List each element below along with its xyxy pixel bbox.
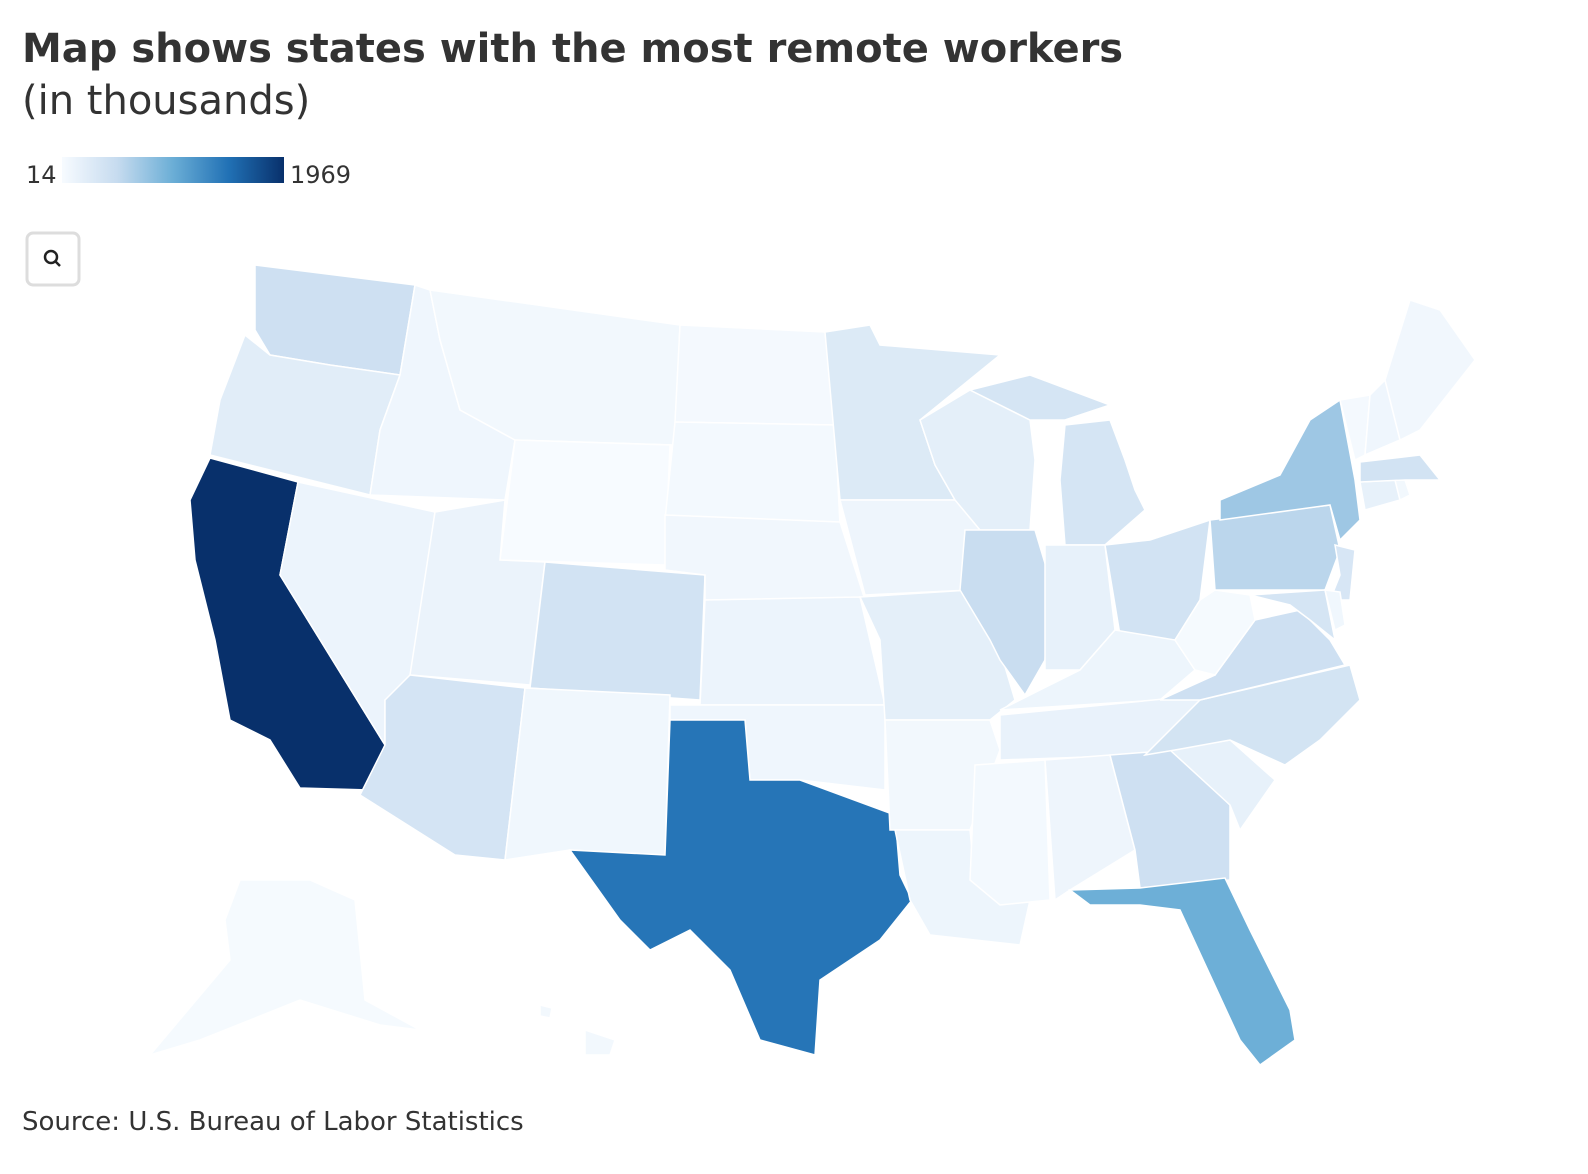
state xyxy=(894,829,1031,946)
chart-title: Map shows states with the most remote wo… xyxy=(22,26,1123,72)
legend-min: 14 xyxy=(26,161,57,189)
state xyxy=(568,719,913,1056)
state xyxy=(969,759,1051,906)
state xyxy=(147,879,421,1057)
state xyxy=(959,529,1051,697)
map xyxy=(147,264,1476,1067)
state xyxy=(1324,589,1346,632)
state xyxy=(664,421,841,526)
state xyxy=(359,674,526,861)
state xyxy=(1249,589,1337,642)
state xyxy=(539,1004,616,1056)
state xyxy=(1384,299,1476,442)
state xyxy=(529,561,706,701)
state xyxy=(1044,754,1136,902)
state xyxy=(499,439,671,566)
zoom-icon-handle xyxy=(54,260,61,267)
state xyxy=(504,687,671,861)
legend-max: 1969 xyxy=(290,161,351,189)
zoom-icon xyxy=(43,249,59,265)
state xyxy=(1359,454,1442,483)
state xyxy=(1174,589,1256,676)
legend-gradient xyxy=(62,157,284,183)
state xyxy=(1219,398,1361,542)
state xyxy=(1067,877,1296,1067)
state xyxy=(699,596,886,706)
state xyxy=(967,374,1146,546)
zoom-button[interactable] xyxy=(25,231,81,287)
zoom-button-box[interactable] xyxy=(25,231,81,287)
state xyxy=(674,324,836,426)
chart-subtitle: (in thousands) xyxy=(22,78,310,124)
source-note: Source: U.S. Bureau of Labor Statistics xyxy=(22,1107,524,1137)
state xyxy=(1359,479,1401,511)
